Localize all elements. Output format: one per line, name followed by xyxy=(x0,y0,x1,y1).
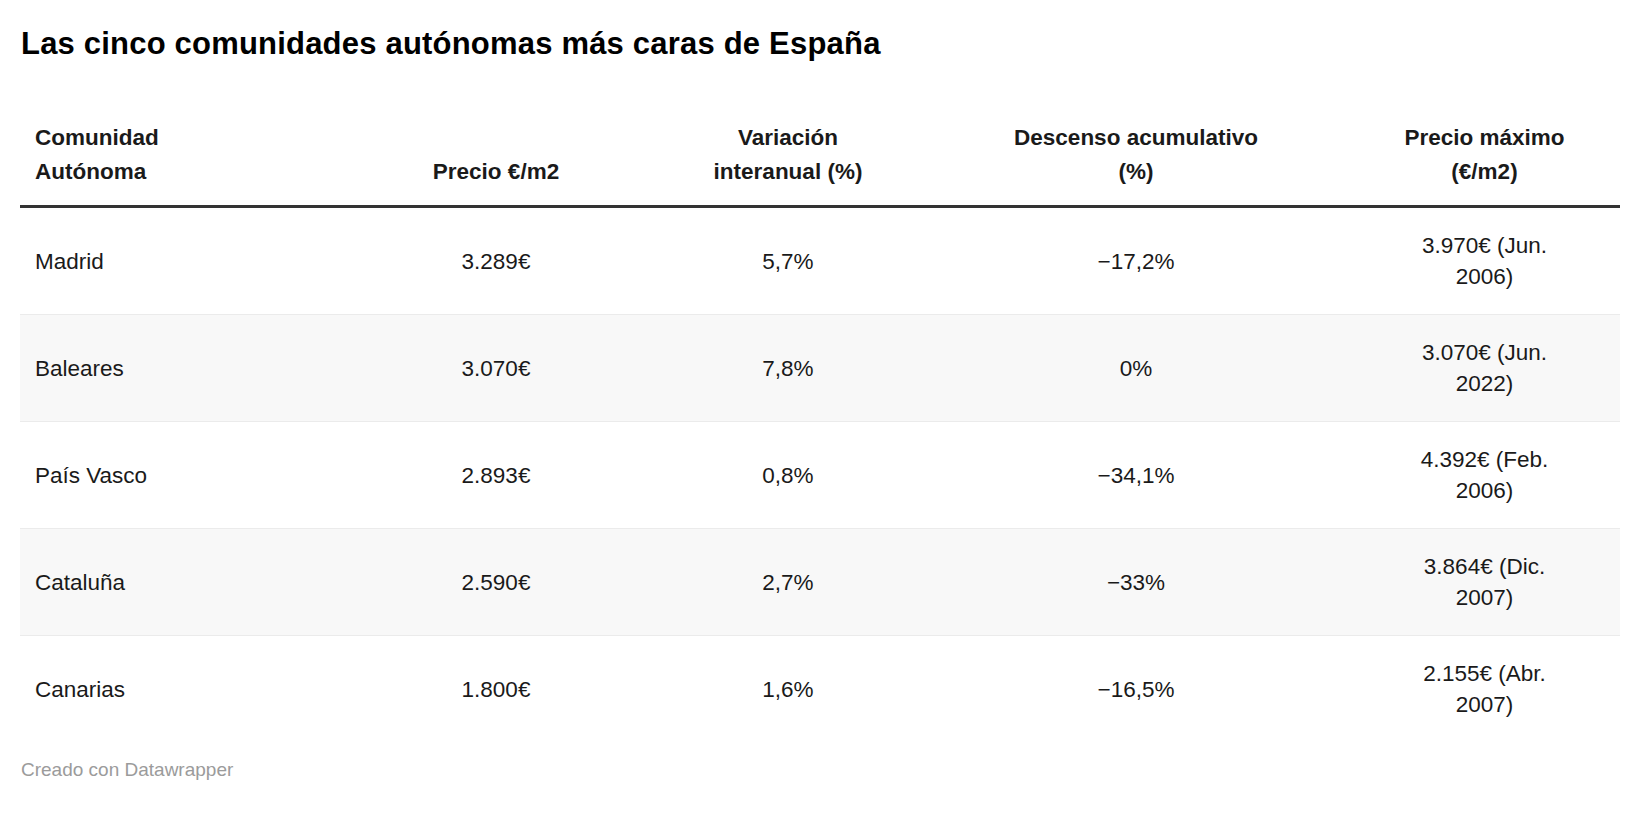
cell-comunidad: Cataluña xyxy=(20,529,364,636)
cell-precio: 2.590€ xyxy=(364,529,628,636)
cell-precio-maximo-text: 4.392€ (Feb. 2006) xyxy=(1397,444,1572,506)
cell-precio: 3.070€ xyxy=(364,315,628,422)
column-header-label: Precio máximo (€/m2) xyxy=(1387,121,1582,189)
cell-precio-maximo: 2.155€ (Abr. 2007) xyxy=(1324,636,1620,743)
cell-precio: 3.289€ xyxy=(364,207,628,315)
cell-variacion: 7,8% xyxy=(628,315,948,422)
cell-precio: 1.800€ xyxy=(364,636,628,743)
cell-comunidad: País Vasco xyxy=(20,422,364,529)
table-row: Baleares 3.070€ 7,8% 0% 3.070€ (Jun. 202… xyxy=(20,315,1620,422)
header-row: Comunidad Autónoma Precio €/m2 Variación… xyxy=(20,121,1620,207)
cell-comunidad: Canarias xyxy=(20,636,364,743)
cell-descenso: −17,2% xyxy=(948,207,1324,315)
cell-comunidad: Baleares xyxy=(20,315,364,422)
cell-precio-maximo-text: 3.970€ (Jun. 2006) xyxy=(1397,230,1572,292)
column-header-label: Precio €/m2 xyxy=(433,155,559,189)
cell-descenso: −16,5% xyxy=(948,636,1324,743)
column-header-precio: Precio €/m2 xyxy=(364,121,628,207)
cell-variacion: 5,7% xyxy=(628,207,948,315)
page-title: Las cinco comunidades autónomas más cara… xyxy=(21,24,1620,64)
cell-variacion: 1,6% xyxy=(628,636,948,743)
cell-comunidad: Madrid xyxy=(20,207,364,315)
column-header-label: Descenso acumulativo (%) xyxy=(1004,121,1269,189)
cell-precio-maximo-text: 3.864€ (Dic. 2007) xyxy=(1397,551,1572,613)
column-header-comunidad: Comunidad Autónoma xyxy=(20,121,364,207)
cell-descenso: −33% xyxy=(948,529,1324,636)
column-header-variacion: Variación interanual (%) xyxy=(628,121,948,207)
table-row: Madrid 3.289€ 5,7% −17,2% 3.970€ (Jun. 2… xyxy=(20,207,1620,315)
table-row: Cataluña 2.590€ 2,7% −33% 3.864€ (Dic. 2… xyxy=(20,529,1620,636)
data-table: Comunidad Autónoma Precio €/m2 Variación… xyxy=(20,121,1620,742)
cell-precio-maximo: 3.070€ (Jun. 2022) xyxy=(1324,315,1620,422)
cell-precio-maximo-text: 2.155€ (Abr. 2007) xyxy=(1397,658,1572,720)
column-header-precio-maximo: Precio máximo (€/m2) xyxy=(1324,121,1620,207)
cell-precio-maximo: 4.392€ (Feb. 2006) xyxy=(1324,422,1620,529)
cell-descenso: −34,1% xyxy=(948,422,1324,529)
cell-precio-maximo: 3.970€ (Jun. 2006) xyxy=(1324,207,1620,315)
cell-precio: 2.893€ xyxy=(364,422,628,529)
credit-line: Creado con Datawrapper xyxy=(21,758,1620,782)
cell-variacion: 2,7% xyxy=(628,529,948,636)
table-row: Canarias 1.800€ 1,6% −16,5% 2.155€ (Abr.… xyxy=(20,636,1620,743)
table-row: País Vasco 2.893€ 0,8% −34,1% 4.392€ (Fe… xyxy=(20,422,1620,529)
cell-variacion: 0,8% xyxy=(628,422,948,529)
column-header-label: Comunidad Autónoma xyxy=(35,121,185,189)
datawrapper-table-chart: Las cinco comunidades autónomas más cara… xyxy=(0,24,1640,832)
column-header-descenso: Descenso acumulativo (%) xyxy=(948,121,1324,207)
cell-precio-maximo: 3.864€ (Dic. 2007) xyxy=(1324,529,1620,636)
column-header-label: Variación interanual (%) xyxy=(691,121,886,189)
cell-precio-maximo-text: 3.070€ (Jun. 2022) xyxy=(1397,337,1572,399)
table-container: Comunidad Autónoma Precio €/m2 Variación… xyxy=(20,121,1620,742)
cell-descenso: 0% xyxy=(948,315,1324,422)
